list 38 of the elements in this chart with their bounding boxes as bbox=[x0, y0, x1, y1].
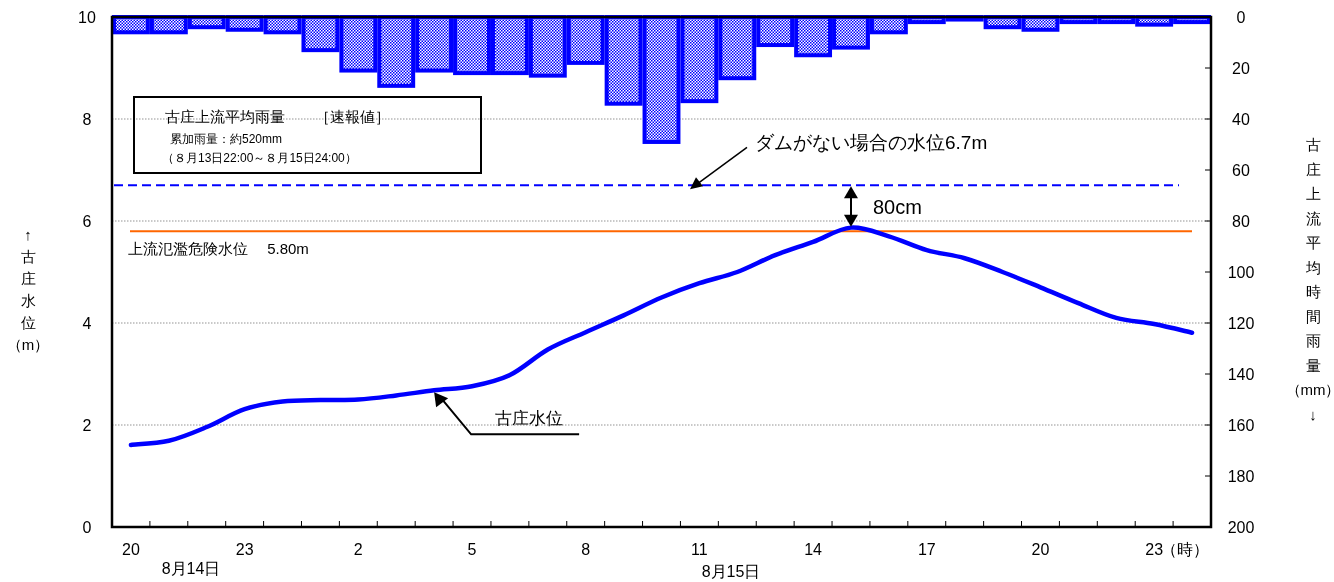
annotation: 80cm bbox=[872, 196, 922, 219]
y2-tick-label: 160 bbox=[1227, 417, 1255, 434]
y-tick-label: 2 bbox=[82, 417, 92, 434]
y2-tick-label: 40 bbox=[1232, 111, 1250, 128]
y2-tick-label: 200 bbox=[1227, 519, 1255, 536]
ref-line-label: ダムがない場合の水位6.7m bbox=[755, 132, 988, 154]
text: 8月15日 bbox=[701, 563, 761, 580]
y2-tick-label: 140 bbox=[1227, 366, 1255, 383]
y2-tick-label: 60 bbox=[1232, 162, 1250, 179]
y-tick-label: 0 bbox=[82, 519, 92, 536]
x-tick-label: 2 bbox=[353, 541, 363, 558]
y2-tick-label: 120 bbox=[1227, 315, 1255, 332]
y-tick-label: 4 bbox=[82, 315, 92, 332]
x-tick-label: 23 bbox=[235, 541, 254, 558]
annotation: 累加雨量：約520mm bbox=[170, 132, 283, 146]
x-tick-label: 8 bbox=[581, 541, 591, 558]
x-tick-label: 20 bbox=[122, 541, 140, 558]
x-tick-label: 5 bbox=[467, 541, 477, 558]
series-label: 古庄水位 bbox=[495, 409, 564, 429]
annotation: （８月13日22:00～８月15日24:00） bbox=[162, 151, 357, 165]
y-tick-label: 10 bbox=[78, 9, 96, 26]
y-tick-label: 6 bbox=[82, 213, 92, 230]
x-tick-label: 23 bbox=[1145, 541, 1164, 558]
x-tick-label: 20 bbox=[1031, 541, 1050, 558]
y2-tick-label: 180 bbox=[1227, 468, 1255, 485]
x-tick-label: 17 bbox=[917, 541, 936, 558]
x-tick-label: 14 bbox=[804, 541, 823, 558]
y2-tick-label: 80 bbox=[1232, 213, 1250, 230]
text: 古庄上流平均時間雨量（mm）↓ bbox=[1285, 136, 1334, 423]
annotation: 古庄上流平均雨量 ［速報値］ bbox=[165, 108, 390, 125]
y-axis-title: ↑古庄水位（m） bbox=[6, 226, 50, 353]
x-tick-label: 11 bbox=[691, 541, 708, 558]
y-tick-label: 8 bbox=[82, 111, 92, 128]
y2-tick-label: 0 bbox=[1236, 9, 1246, 26]
y2-tick-label: 100 bbox=[1227, 264, 1255, 281]
ref-line-label: 上流氾濫危険水位 5.80m bbox=[128, 240, 309, 258]
y2-tick-label: 20 bbox=[1232, 60, 1250, 77]
text: 8月14日 bbox=[161, 560, 221, 577]
